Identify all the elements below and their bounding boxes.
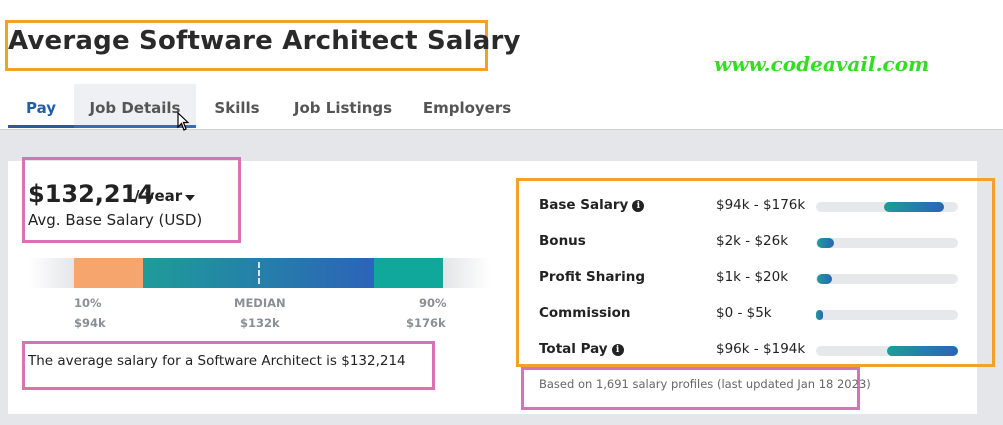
based-on-highlight-box xyxy=(521,367,860,410)
summary-highlight-box xyxy=(22,341,435,390)
comp-row-profit-sharing: Profit Sharing $1k - $20k xyxy=(539,269,969,289)
percentile-high-value: $176k xyxy=(406,316,446,330)
percentile-low-value: $94k xyxy=(74,316,106,330)
comp-label: Total Pay xyxy=(539,341,608,357)
chevron-down-icon[interactable] xyxy=(185,195,195,201)
percentile-median-value: $132k xyxy=(240,316,280,330)
comp-row-bonus: Bonus $2k - $26k xyxy=(539,233,969,253)
comp-range: $0 - $5k xyxy=(716,305,772,321)
tab-job-details[interactable]: Job Details xyxy=(74,84,196,128)
median-marker xyxy=(258,262,260,284)
page-title: Average Software Architect Salary xyxy=(8,26,521,56)
pay-period-selector[interactable]: / year xyxy=(134,187,183,205)
info-icon[interactable]: i xyxy=(632,200,645,212)
comp-bar-track xyxy=(816,202,958,212)
watermark-text: www.codeavail.com xyxy=(714,52,930,76)
comp-bar-fill xyxy=(817,238,835,248)
comp-bar-fill xyxy=(816,310,824,320)
comp-bar-fill xyxy=(884,202,944,212)
tab-employers[interactable]: Employers xyxy=(422,99,512,117)
based-on-text: Based on 1,691 salary profiles (last upd… xyxy=(539,377,871,391)
tab-bar: Pay Job Details Skills Job Listings Empl… xyxy=(0,84,1003,130)
comp-bar-fill xyxy=(817,274,832,284)
comp-row-total-pay: Total Pay i $96k - $194k xyxy=(539,341,969,361)
percentile-high-label: 90% xyxy=(419,296,447,310)
comp-bar-track xyxy=(816,238,958,248)
comp-label: Commission xyxy=(539,305,631,321)
compensation-highlight-box xyxy=(516,178,995,367)
comp-label: Bonus xyxy=(539,233,586,249)
comp-row-base-salary: Base Salary i $94k - $176k xyxy=(539,197,969,217)
tab-pay[interactable]: Pay xyxy=(8,84,74,128)
comp-bar-track xyxy=(816,274,958,284)
comp-bar-track xyxy=(816,310,958,320)
comp-range: $1k - $20k xyxy=(716,269,789,285)
tab-skills[interactable]: Skills xyxy=(214,99,260,117)
comp-row-commission: Commission $0 - $5k xyxy=(539,305,969,325)
percentile-median-label: MEDIAN xyxy=(234,296,286,310)
comp-label: Base Salary xyxy=(539,197,629,213)
comp-range: $2k - $26k xyxy=(716,233,789,249)
range-segment-high xyxy=(374,258,443,288)
comp-label: Profit Sharing xyxy=(539,269,645,285)
comp-range: $96k - $194k xyxy=(716,341,806,357)
comp-bar-track xyxy=(816,346,958,356)
comp-range: $94k - $176k xyxy=(716,197,806,213)
tab-job-listings[interactable]: Job Listings xyxy=(293,99,393,117)
salary-summary-text: The average salary for a Software Archit… xyxy=(28,353,406,369)
range-segment-low xyxy=(74,258,143,288)
avg-salary-value: $132,214 xyxy=(28,180,155,208)
percentile-low-label: 10% xyxy=(74,296,102,310)
title-highlight-box xyxy=(5,20,488,71)
info-icon[interactable]: i xyxy=(611,344,624,356)
salary-highlight-box xyxy=(22,157,241,243)
mouse-cursor-icon xyxy=(177,112,190,131)
tabs-divider xyxy=(0,129,1003,130)
comp-bar-fill xyxy=(887,346,958,356)
avg-salary-label: Avg. Base Salary (USD) xyxy=(28,211,203,229)
